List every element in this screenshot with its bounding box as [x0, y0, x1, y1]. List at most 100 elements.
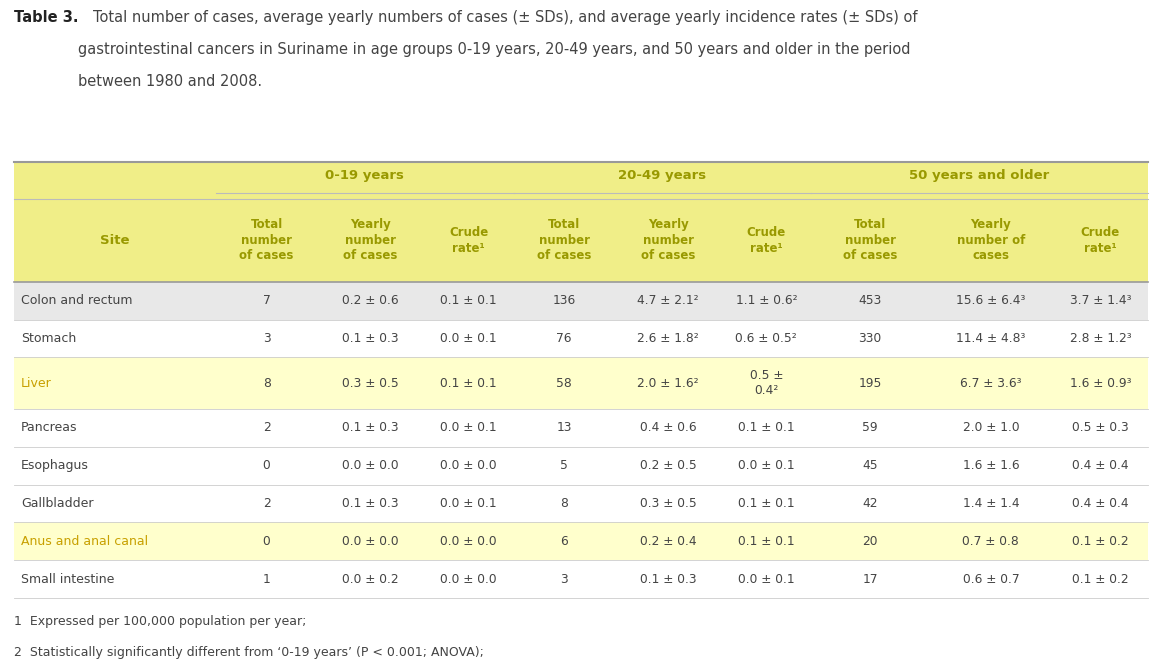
Text: Table 3.: Table 3.: [14, 10, 79, 25]
Bar: [14, 357, 1148, 409]
Text: 2: 2: [263, 497, 271, 510]
Text: 0.0 ± 0.0: 0.0 ± 0.0: [440, 459, 497, 472]
Text: Crude
rate¹: Crude rate¹: [1081, 226, 1120, 255]
Text: Total
number
of cases: Total number of cases: [239, 218, 294, 263]
Text: 0.1 ± 0.1: 0.1 ± 0.1: [738, 497, 795, 510]
Text: 453: 453: [859, 294, 882, 307]
Text: 17: 17: [862, 573, 878, 585]
Text: 0.0 ± 0.1: 0.0 ± 0.1: [440, 497, 497, 510]
Text: 8: 8: [263, 377, 271, 390]
Text: 0.0 ± 0.1: 0.0 ± 0.1: [440, 332, 497, 345]
Text: 3.7 ± 1.4³: 3.7 ± 1.4³: [1069, 294, 1131, 307]
Text: 0.1 ± 0.2: 0.1 ± 0.2: [1073, 535, 1128, 548]
Text: 2.6 ± 1.8²: 2.6 ± 1.8²: [637, 332, 698, 345]
Text: 0.1 ± 0.1: 0.1 ± 0.1: [440, 377, 497, 390]
Text: 0.1 ± 0.3: 0.1 ± 0.3: [342, 422, 399, 434]
Text: 0.5 ± 0.3: 0.5 ± 0.3: [1073, 422, 1128, 434]
Text: 1.6 ± 1.6: 1.6 ± 1.6: [962, 459, 1019, 472]
Text: 20-49 years: 20-49 years: [618, 168, 706, 182]
Text: 2.0 ± 1.0: 2.0 ± 1.0: [962, 422, 1019, 434]
Text: 0.4 ± 0.4: 0.4 ± 0.4: [1073, 497, 1128, 510]
Text: 2: 2: [263, 422, 271, 434]
Text: Total
number
of cases: Total number of cases: [842, 218, 897, 263]
Text: 0.1 ± 0.3: 0.1 ± 0.3: [342, 497, 399, 510]
Text: 0.0 ± 0.1: 0.0 ± 0.1: [738, 459, 795, 472]
Text: 11.4 ± 4.8³: 11.4 ± 4.8³: [956, 332, 1026, 345]
Bar: [14, 320, 1148, 357]
Text: Yearly
number of
cases: Yearly number of cases: [956, 218, 1025, 263]
Text: 1.1 ± 0.6²: 1.1 ± 0.6²: [736, 294, 797, 307]
Text: 0.1 ± 0.1: 0.1 ± 0.1: [440, 294, 497, 307]
Text: Pancreas: Pancreas: [21, 422, 78, 434]
Text: 0.1 ± 0.3: 0.1 ± 0.3: [640, 573, 696, 585]
Text: 0.1 ± 0.3: 0.1 ± 0.3: [342, 332, 399, 345]
Text: 7: 7: [263, 294, 271, 307]
Bar: [14, 522, 1148, 560]
Text: 45: 45: [862, 459, 878, 472]
Text: Site: Site: [100, 234, 130, 247]
Text: Total number of cases, average yearly numbers of cases (± SDs), and average year: Total number of cases, average yearly nu…: [93, 10, 918, 25]
Text: 136: 136: [553, 294, 576, 307]
Text: 0.0 ± 0.0: 0.0 ± 0.0: [440, 573, 497, 585]
Text: 0.6 ± 0.5²: 0.6 ± 0.5²: [736, 332, 797, 345]
Text: 0.5 ±
0.4²: 0.5 ± 0.4²: [749, 369, 783, 397]
Text: Yearly
number
of cases: Yearly number of cases: [343, 218, 397, 263]
Text: 0.1 ± 0.2: 0.1 ± 0.2: [1073, 573, 1128, 585]
Text: 6: 6: [560, 535, 568, 548]
Text: 42: 42: [862, 497, 878, 510]
Text: 0.0 ± 0.1: 0.0 ± 0.1: [738, 573, 795, 585]
Text: 0.2 ± 0.5: 0.2 ± 0.5: [639, 459, 696, 472]
Text: 0.4 ± 0.6: 0.4 ± 0.6: [640, 422, 696, 434]
Bar: [14, 560, 1148, 598]
Bar: [14, 282, 1148, 320]
Text: 0.4 ± 0.4: 0.4 ± 0.4: [1073, 459, 1128, 472]
Text: between 1980 and 2008.: between 1980 and 2008.: [78, 74, 261, 89]
Text: 50 years and older: 50 years and older: [910, 168, 1049, 182]
Text: 1  Expressed per 100,000 population per year;: 1 Expressed per 100,000 population per y…: [14, 615, 307, 628]
Text: Total
number
of cases: Total number of cases: [537, 218, 591, 263]
Text: Gallbladder: Gallbladder: [21, 497, 93, 510]
Text: Yearly
number
of cases: Yearly number of cases: [640, 218, 695, 263]
Text: 20: 20: [862, 535, 878, 548]
Text: 0.0 ± 0.0: 0.0 ± 0.0: [342, 535, 399, 548]
Text: Esophagus: Esophagus: [21, 459, 88, 472]
Bar: [14, 162, 1148, 282]
Text: 0-19 years: 0-19 years: [325, 168, 404, 182]
Text: Liver: Liver: [21, 377, 51, 390]
Text: 3: 3: [560, 573, 568, 585]
Text: 0.3 ± 0.5: 0.3 ± 0.5: [639, 497, 696, 510]
Text: 0.1 ± 0.1: 0.1 ± 0.1: [738, 422, 795, 434]
Text: 0.2 ± 0.6: 0.2 ± 0.6: [342, 294, 399, 307]
Text: Anus and anal canal: Anus and anal canal: [21, 535, 148, 548]
Text: 0: 0: [263, 535, 271, 548]
Text: 0.0 ± 0.2: 0.0 ± 0.2: [342, 573, 399, 585]
Text: Crude
rate¹: Crude rate¹: [449, 226, 488, 255]
Text: 8: 8: [560, 497, 568, 510]
Text: 0.7 ± 0.8: 0.7 ± 0.8: [962, 535, 1019, 548]
Text: 330: 330: [859, 332, 882, 345]
Text: Crude
rate¹: Crude rate¹: [747, 226, 786, 255]
Text: 195: 195: [859, 377, 882, 390]
Text: 1.4 ± 1.4: 1.4 ± 1.4: [962, 497, 1019, 510]
Bar: [14, 485, 1148, 522]
Text: 59: 59: [862, 422, 878, 434]
Text: 3: 3: [263, 332, 271, 345]
Text: Stomach: Stomach: [21, 332, 77, 345]
Text: 2.0 ± 1.6²: 2.0 ± 1.6²: [637, 377, 698, 390]
Text: 0: 0: [263, 459, 271, 472]
Text: 2.8 ± 1.2³: 2.8 ± 1.2³: [1069, 332, 1131, 345]
Text: 0.0 ± 0.0: 0.0 ± 0.0: [440, 535, 497, 548]
Bar: [14, 447, 1148, 485]
Text: 0.6 ± 0.7: 0.6 ± 0.7: [962, 573, 1019, 585]
Text: 6.7 ± 3.6³: 6.7 ± 3.6³: [960, 377, 1021, 390]
Text: 4.7 ± 2.1²: 4.7 ± 2.1²: [637, 294, 698, 307]
Text: 1: 1: [263, 573, 271, 585]
Text: Small intestine: Small intestine: [21, 573, 114, 585]
Text: 5: 5: [560, 459, 568, 472]
Text: 0.0 ± 0.0: 0.0 ± 0.0: [342, 459, 399, 472]
Text: Colon and rectum: Colon and rectum: [21, 294, 132, 307]
Text: 0.1 ± 0.1: 0.1 ± 0.1: [738, 535, 795, 548]
Text: 1.6 ± 0.9³: 1.6 ± 0.9³: [1069, 377, 1131, 390]
Text: 76: 76: [557, 332, 572, 345]
Text: 2  Statistically significantly different from ‘0-19 years’ (P < 0.001; ANOVA);: 2 Statistically significantly different …: [14, 646, 483, 660]
